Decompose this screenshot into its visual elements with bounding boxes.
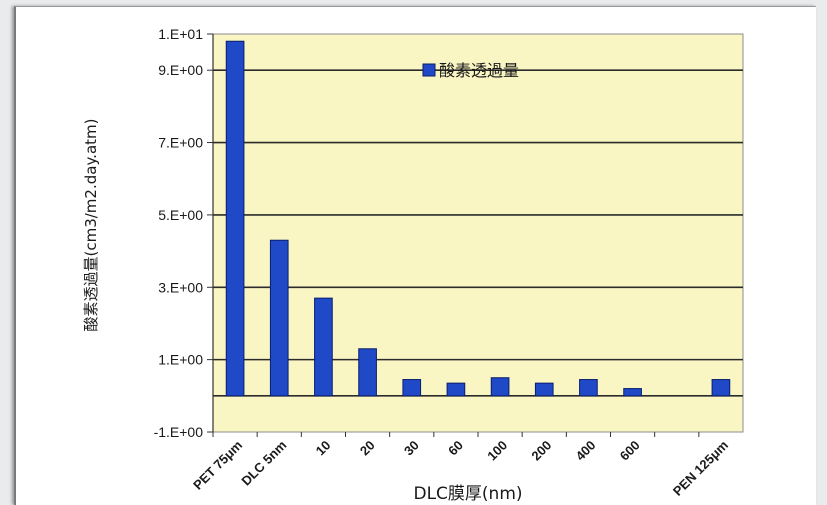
x-tick-label: 400 bbox=[573, 438, 599, 464]
bar bbox=[446, 382, 466, 397]
x-axis-label: DLC膜厚(nm) bbox=[413, 484, 522, 504]
y-tick-label: 1.E+01 bbox=[158, 26, 203, 42]
gridlines bbox=[212, 34, 743, 432]
bar bbox=[534, 382, 554, 397]
y-tick-label: 7.E+00 bbox=[158, 135, 203, 151]
x-tick-label: 30 bbox=[401, 438, 422, 459]
x-tick-label: PEN 125μm bbox=[670, 438, 731, 499]
x-tick-label: 100 bbox=[484, 438, 510, 464]
x-tick-label: DLC 5nm bbox=[238, 438, 289, 489]
x-tick-label: PET 75μm bbox=[190, 438, 245, 493]
legend-label: 酸素透過量 bbox=[439, 61, 519, 80]
legend-swatch bbox=[422, 63, 436, 77]
bar bbox=[358, 348, 377, 397]
bar bbox=[711, 379, 731, 397]
bar bbox=[402, 379, 422, 397]
x-tick-label: 200 bbox=[528, 438, 554, 464]
x-tick-label: 20 bbox=[357, 438, 378, 459]
y-tick-label: 1.E+00 bbox=[158, 352, 203, 368]
bar bbox=[623, 388, 642, 397]
legend: 酸素透過量 bbox=[422, 61, 519, 80]
oxygen-permeability-chart: -1.E+00 1.E+00 3.E+00 5.E+00 7.E+00 9.E+00 1.E… bbox=[82, 26, 744, 504]
chart-frame: -1.E+00 1.E+00 3.E+00 5.E+00 7.E+00 9.E+00 1.E… bbox=[14, 6, 816, 505]
bar bbox=[269, 239, 289, 397]
x-tick-label: 600 bbox=[617, 438, 643, 464]
y-tick-label: 5.E+00 bbox=[158, 207, 203, 223]
bar bbox=[579, 379, 598, 397]
bar-series bbox=[225, 40, 731, 397]
bar bbox=[490, 377, 510, 397]
y-tick-label: -1.E+00 bbox=[154, 424, 204, 440]
x-tick-label: 60 bbox=[445, 438, 466, 459]
plot-area bbox=[212, 33, 744, 433]
bar bbox=[314, 297, 333, 397]
y-tick-label: 9.E+00 bbox=[158, 62, 203, 78]
y-tick-label: 3.E+00 bbox=[158, 279, 203, 295]
y-axis-ticks: -1.E+00 1.E+00 3.E+00 5.E+00 7.E+00 9.E+00 1.E… bbox=[154, 26, 213, 440]
y-axis-label: 酸素透過量(cm3/m2.day.atm) bbox=[82, 119, 100, 332]
bar bbox=[225, 40, 245, 397]
x-tick-label: 10 bbox=[313, 438, 334, 459]
